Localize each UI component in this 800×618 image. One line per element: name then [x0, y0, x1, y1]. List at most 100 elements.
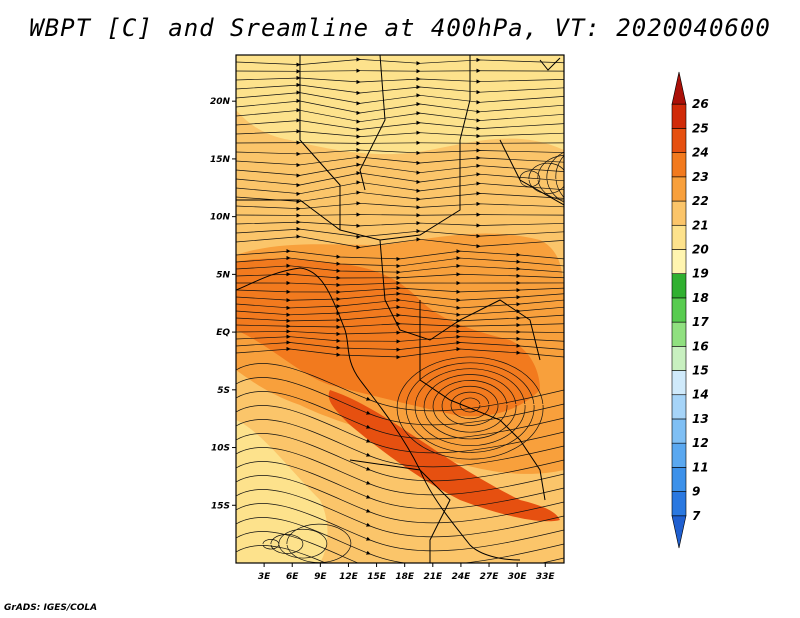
streamline [396, 356, 544, 460]
colorbar-swatch [671, 224, 687, 250]
coastline [539, 57, 561, 71]
lat-tick-label: 20N [210, 97, 231, 107]
colorbar-label: 22 [692, 194, 709, 208]
streamline [450, 391, 490, 420]
colorbar-label: 9 [692, 485, 700, 499]
colorbar-swatch [671, 249, 687, 274]
streamline [546, 151, 564, 203]
colorbar-label: 11 [692, 460, 709, 474]
streamline [236, 503, 564, 552]
lon-tick-label: 24E [452, 572, 472, 582]
streamline [236, 461, 564, 510]
streamline [236, 57, 564, 67]
streamline [432, 380, 508, 433]
streamline [236, 180, 564, 196]
streamline [236, 272, 564, 280]
lon-tick-label: 33E [536, 572, 556, 582]
streamline [278, 528, 328, 559]
streamline [236, 280, 564, 288]
streamline [236, 148, 564, 157]
map-title: WBPT [C] and Sreamline at 400hPa, VT: 20… [29, 14, 771, 42]
colorbar-label: 20 [692, 242, 709, 256]
lon-tick-label: 9E [314, 572, 327, 582]
streamline [236, 419, 564, 468]
streamline [236, 68, 564, 74]
colorbar-legend: 7 9 11 12 13 14 15 16 17 18 19 20 21 22 23 24 25 26 [671, 71, 709, 549]
streamline [236, 219, 564, 228]
streamline [537, 155, 564, 201]
colorbar-swatch [671, 273, 687, 299]
streamline [236, 346, 564, 360]
colorbar-label: 23 [692, 170, 709, 184]
colorbar-label: 25 [692, 121, 709, 135]
streamline [236, 391, 564, 440]
wbpt-hottest-streak [328, 390, 560, 522]
lon-tick-label: 6E [286, 572, 299, 582]
colorbar-swatch [671, 442, 687, 468]
colorbar-swatch [671, 321, 687, 347]
streamline [236, 171, 564, 188]
border-line [236, 199, 341, 231]
streamline [236, 140, 564, 146]
streamline [236, 329, 564, 337]
streamline [236, 517, 564, 563]
latitude-axis: 20N 15N 10N 5N EQ 5S 10S 15S [210, 97, 236, 511]
lon-tick-label: 18E [395, 572, 415, 582]
streamline [236, 405, 564, 454]
wbpt-field [236, 55, 564, 563]
lat-tick-label: EQ [216, 328, 230, 338]
streamline [236, 118, 564, 132]
streamline [236, 363, 564, 412]
colorbar-swatch [671, 467, 687, 492]
colorbar-label: 7 [692, 509, 701, 523]
streamline [441, 385, 499, 426]
streamline [236, 234, 564, 250]
country-borders [236, 55, 564, 563]
streamline [236, 475, 564, 524]
colorbar-swatch [671, 200, 687, 226]
colorbar-label: 21 [692, 218, 709, 232]
streamline [236, 489, 564, 538]
streamline [405, 362, 535, 453]
streamline [236, 75, 564, 85]
streamline [236, 545, 327, 563]
streamline [236, 82, 564, 96]
streamline [236, 321, 564, 330]
colorbar-swatch [671, 346, 687, 371]
lon-tick-label: 21E [423, 572, 443, 582]
lat-tick-label: 5N [216, 270, 230, 280]
streamline [236, 201, 564, 211]
streamline [528, 162, 564, 194]
streamline [236, 447, 564, 496]
streamline [236, 313, 564, 323]
colorbar-swatch [671, 103, 687, 129]
colorbar-label: 15 [692, 364, 709, 378]
colorbar-swatch [671, 394, 687, 420]
streamline [519, 170, 541, 188]
streamline [236, 226, 564, 239]
grads-credit: GrADS: IGES/COLA [4, 603, 98, 613]
streamline [236, 433, 564, 482]
colorbar-label: 17 [692, 315, 709, 329]
streamline [236, 129, 564, 139]
colorbar-swatch [671, 491, 687, 517]
lat-tick-label: 10S [211, 444, 230, 454]
border-line [299, 55, 471, 241]
colorbar-label: 14 [692, 388, 709, 402]
streamline [236, 212, 564, 218]
streamline [236, 108, 564, 124]
lon-tick-label: 30E [508, 572, 528, 582]
border-line [359, 55, 386, 191]
colorbar-swatch [671, 418, 687, 444]
colorbar-label: 26 [692, 97, 709, 111]
colorbar-label: 12 [692, 436, 709, 450]
colorbar-top-arrow [671, 71, 687, 105]
colorbar-label: 13 [692, 412, 709, 426]
streamline [236, 155, 564, 168]
colorbar-swatch [671, 176, 687, 202]
colorbar-swatch [671, 128, 687, 153]
border-line [499, 139, 564, 206]
colorbar-swatch [671, 152, 687, 178]
lon-tick-label: 12E [339, 572, 359, 582]
